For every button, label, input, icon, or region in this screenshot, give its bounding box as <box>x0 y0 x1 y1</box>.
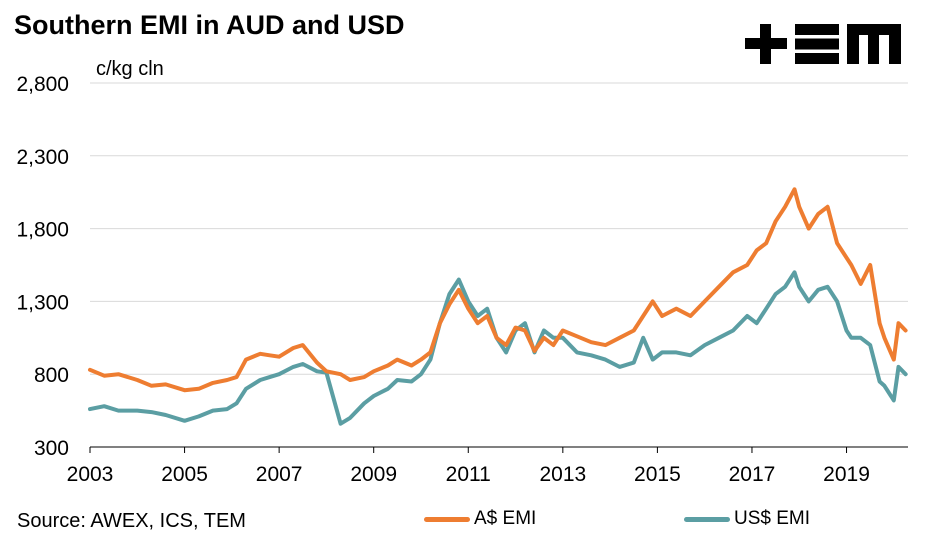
gridlines <box>90 82 908 375</box>
x-tick-label: 2017 <box>729 463 776 486</box>
legend-item-aud: A$ EMI <box>424 508 536 530</box>
x-tick-label: 2007 <box>256 463 303 486</box>
legend-item-usd: US$ EMI <box>684 508 810 530</box>
source-note: Source: AWEX, ICS, TEM <box>17 510 246 532</box>
y-tick-label: 2,300 <box>16 146 69 169</box>
x-tick-label: 2015 <box>634 463 681 486</box>
legend-swatch-usd <box>684 516 730 522</box>
series-line-aud-emi <box>88 187 908 393</box>
x-tick-label: 2005 <box>161 463 208 486</box>
y-tick-label: 2,800 <box>16 73 69 96</box>
chart-title: Southern EMI in AUD and USD <box>14 10 405 40</box>
y-axis-unit-label: c/kg cln <box>96 58 164 80</box>
x-tick-label: 2003 <box>67 463 114 486</box>
x-tick-label: 2013 <box>539 463 586 486</box>
y-tick-label: 300 <box>34 437 69 460</box>
y-tick-label: 1,300 <box>16 291 69 314</box>
tem-logo-mark <box>745 24 901 64</box>
legend-swatch-aud <box>424 516 470 522</box>
x-tick-label: 2019 <box>823 463 870 486</box>
legend-label-usd: US$ EMI <box>734 508 811 529</box>
x-tick-label: 2011 <box>446 463 491 486</box>
legend-label-aud: A$ EMI <box>474 508 537 529</box>
series-line-usd-emi <box>88 270 908 426</box>
y-tick-label: 1,800 <box>16 219 69 242</box>
x-tick-label: 2009 <box>350 463 397 486</box>
series-lines <box>88 187 908 426</box>
y-tick-label: 800 <box>34 364 69 387</box>
tem-logo <box>745 24 901 69</box>
axes: 300 800 1,300 1,800 2,300 2,800 2003 2005 2007 20… <box>16 73 908 486</box>
